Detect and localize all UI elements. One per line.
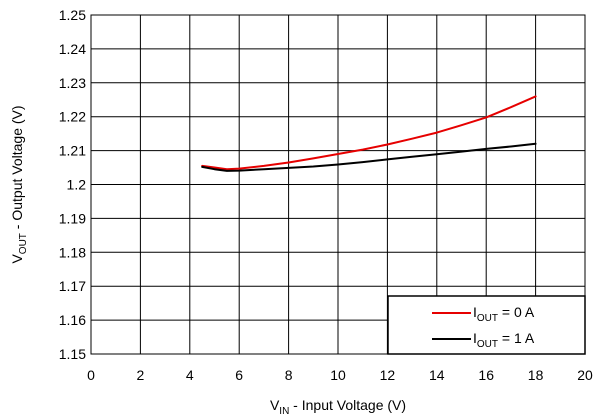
series-line-iout-0a (201, 95, 537, 171)
series-lines (201, 95, 537, 172)
legend-entry-sub: OUT (477, 339, 498, 350)
y-axis-label-sub: OUT (18, 233, 29, 254)
x-tick-label: 0 (87, 367, 95, 383)
x-tick-label: 6 (235, 367, 243, 383)
plot-area-frame (90, 14, 586, 355)
y-axis-label-rest: - Output Voltage (V) (9, 105, 25, 233)
legend-entry-iout-0a: IOUT = 0 A (473, 304, 535, 324)
series-line-iout-1a (201, 142, 537, 172)
x-tick-label: 20 (577, 367, 593, 383)
legend-entry-main: I (473, 330, 477, 346)
y-tick-label: 1.16 (59, 312, 86, 328)
x-axis-label: VIN - Input Voltage (V) (270, 397, 406, 417)
x-tick-label: 12 (380, 367, 396, 383)
legend-entry-iout-1a: IOUT = 1 A (473, 330, 535, 350)
y-tick-label: 1.19 (59, 210, 86, 226)
legend-entry-rest: = 1 A (498, 330, 535, 346)
x-tick-label: 18 (528, 367, 544, 383)
x-tick-label: 10 (330, 367, 346, 383)
y-axis-label-main: V (9, 254, 25, 264)
legend-entry-rest: = 0 A (498, 304, 535, 320)
x-tick-label: 2 (137, 367, 145, 383)
x-tick-label: 16 (478, 367, 494, 383)
x-axis-label-main: V (270, 397, 280, 413)
legend-entry-sub: OUT (477, 313, 498, 324)
y-tick-label: 1.25 (59, 7, 86, 23)
y-tick-label: 1.18 (59, 244, 86, 260)
y-tick-label: 1.23 (59, 75, 86, 91)
x-tick-label: 8 (285, 367, 293, 383)
y-tick-label: 1.17 (59, 278, 86, 294)
y-tick-label: 1.22 (59, 109, 86, 125)
tick-labels: 0 2 4 6 8 10 12 14 16 18 20 1.15 1.16 1.17 1.18 1.19 1.2… (59, 7, 593, 383)
x-tick-label: 14 (429, 367, 445, 383)
y-tick-label: 1.24 (59, 41, 86, 57)
legend: IOUT = 0 A IOUT = 1 A (387, 295, 586, 355)
y-axis-label: VOUT - Output Voltage (V) (9, 105, 29, 263)
x-axis-label-rest: - Input Voltage (V) (289, 397, 406, 413)
y-tick-label: 1.21 (59, 143, 86, 159)
x-tick-label: 4 (186, 367, 194, 383)
x-axis-label-sub: IN (279, 406, 289, 417)
legend-entry-main: I (473, 304, 477, 320)
y-tick-label: 1.15 (59, 346, 86, 362)
legend-box (387, 295, 586, 355)
y-tick-label: 1.2 (67, 177, 87, 193)
